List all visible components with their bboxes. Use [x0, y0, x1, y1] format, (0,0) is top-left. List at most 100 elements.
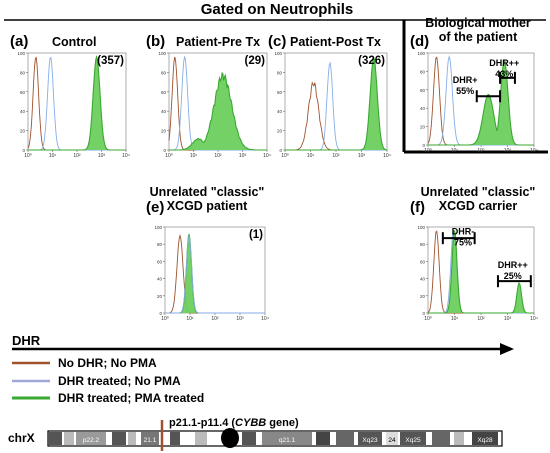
band-light — [454, 432, 464, 445]
y-tick-label: 60 — [161, 90, 167, 95]
chromosome-label: chrX — [8, 431, 35, 445]
legend-label-no-dhr: No DHR; No PMA — [58, 356, 157, 370]
y-tick-label: 0 — [163, 148, 166, 153]
histogram-pma — [285, 57, 388, 151]
y-tick-label: 60 — [420, 259, 426, 264]
y-tick-label: 80 — [157, 242, 163, 247]
band-p22-2 — [76, 432, 106, 445]
y-tick-label: 60 — [157, 259, 163, 264]
panel-title: Unrelated "classic" — [421, 185, 536, 199]
y-tick-label: 20 — [277, 129, 283, 134]
panel-letter: (a) — [10, 33, 28, 50]
event-count: (357) — [97, 55, 124, 67]
band-dark — [48, 432, 62, 445]
y-tick-label: 80 — [420, 242, 426, 247]
band-light — [128, 432, 136, 445]
legend-label-pma: DHR treated; PMA treated — [58, 391, 204, 405]
y-tick-label: 60 — [277, 90, 283, 95]
y-tick-label: 100 — [158, 51, 166, 56]
band-dark — [316, 432, 330, 445]
histogram-pma-fill — [428, 60, 534, 146]
panel-title: Patient-Pre Tx — [176, 35, 260, 49]
band-xq25 — [400, 432, 426, 445]
x-tick-label: 10² — [214, 153, 222, 159]
gate-label: 55% — [456, 86, 474, 96]
band-label-q21-1: q21.1 — [279, 437, 296, 444]
histogram-pma — [428, 230, 534, 314]
band-label-21-1: 21.1 — [144, 437, 157, 444]
y-tick-label: 100 — [274, 51, 282, 56]
histogram-pma — [28, 55, 126, 151]
chromosome-ideogram: chrX p22.2 21.1 q21.1 Xq23 24 Xq25 Xq28 … — [8, 417, 503, 451]
x-tick-label: 10¹ — [186, 316, 194, 322]
band-q21-1 — [262, 432, 312, 445]
y-tick-label: 0 — [422, 311, 425, 316]
x-tick-label: 10⁴ — [261, 316, 269, 322]
y-tick-label: 80 — [161, 70, 167, 75]
band-light — [195, 432, 207, 445]
panel-xcgd-carrier: (f)Unrelated "classic"XCGD carrier 100 80 6… — [410, 185, 538, 322]
cybb-locus-label: p21.1-p11.4 (CYBB gene) — [169, 417, 299, 429]
y-tick-label: 100 — [154, 225, 162, 230]
plot-frame — [27, 52, 127, 151]
x-tick-label: 10³ — [239, 153, 247, 159]
x-tick-label: 10² — [73, 153, 81, 159]
x-tick-label: 10³ — [504, 148, 512, 154]
y-tick-label: 40 — [157, 277, 163, 282]
band-xq23 — [358, 432, 382, 445]
x-tick-label: 10¹ — [49, 153, 57, 159]
histogram-pma-fill — [165, 234, 265, 313]
x-tick-label: 10⁰ — [424, 316, 432, 322]
panel-title: Unrelated "classic" — [150, 185, 265, 199]
x-tick-label: 10² — [332, 153, 340, 159]
gate-label: DHR++ — [498, 260, 528, 270]
x-tick-label: 10⁰ — [161, 316, 169, 322]
band-dark — [242, 432, 256, 445]
x-tick-label: 10⁴ — [122, 153, 130, 159]
x-tick-label: 10³ — [358, 153, 366, 159]
panel-title: of the patient — [439, 30, 518, 44]
y-tick-label: 100 — [417, 225, 425, 230]
plot-frame — [164, 226, 266, 314]
panel-letter: (b) — [146, 33, 165, 50]
band-dark — [170, 432, 180, 445]
y-tick-label: 0 — [422, 143, 425, 148]
y-tick-label: 20 — [157, 294, 163, 299]
panel-letter: (c) — [268, 33, 286, 50]
x-tick-label: 10⁰ — [165, 153, 173, 159]
histogram-pma-fill — [428, 230, 534, 313]
x-tick-label: 10¹ — [451, 316, 459, 322]
x-tick-label: 10² — [211, 316, 219, 322]
x-tick-label: 10³ — [98, 153, 106, 159]
gate-label: 75% — [454, 237, 472, 247]
gate-label: DHR- — [452, 226, 475, 236]
band-21-1 — [141, 432, 159, 445]
x-tick-label: 10⁴ — [383, 153, 391, 159]
panel-title: XCGD patient — [167, 199, 248, 213]
x-tick-label: 10¹ — [451, 148, 459, 154]
centromere — [221, 428, 239, 448]
gate-label: DHR++ — [489, 58, 519, 68]
x-tick-label: 10² — [477, 148, 485, 154]
dhr-arrow-label: DHR — [12, 333, 41, 348]
y-tick-label: 100 — [417, 51, 425, 56]
panel-title: Biological mother — [425, 16, 531, 30]
x-tick-label: 10³ — [236, 316, 244, 322]
main-title: Gated on Neutrophils — [201, 1, 354, 18]
y-tick-label: 40 — [161, 109, 167, 114]
legend-label-dhr-no-pma: DHR treated; No PMA — [58, 374, 181, 388]
band-label-24: 24 — [388, 437, 396, 444]
y-tick-label: 80 — [277, 70, 283, 75]
y-tick-label: 20 — [161, 129, 167, 134]
event-count: (1) — [249, 229, 263, 241]
x-tick-label: 10⁰ — [424, 148, 432, 154]
gate-label: DHR+ — [453, 75, 478, 85]
band-label-xq28: Xq28 — [477, 437, 493, 444]
legend: No DHR; No PMA DHR treated; No PMA DHR t… — [12, 356, 204, 405]
y-tick-label: 40 — [420, 277, 426, 282]
y-tick-label: 0 — [279, 148, 282, 153]
